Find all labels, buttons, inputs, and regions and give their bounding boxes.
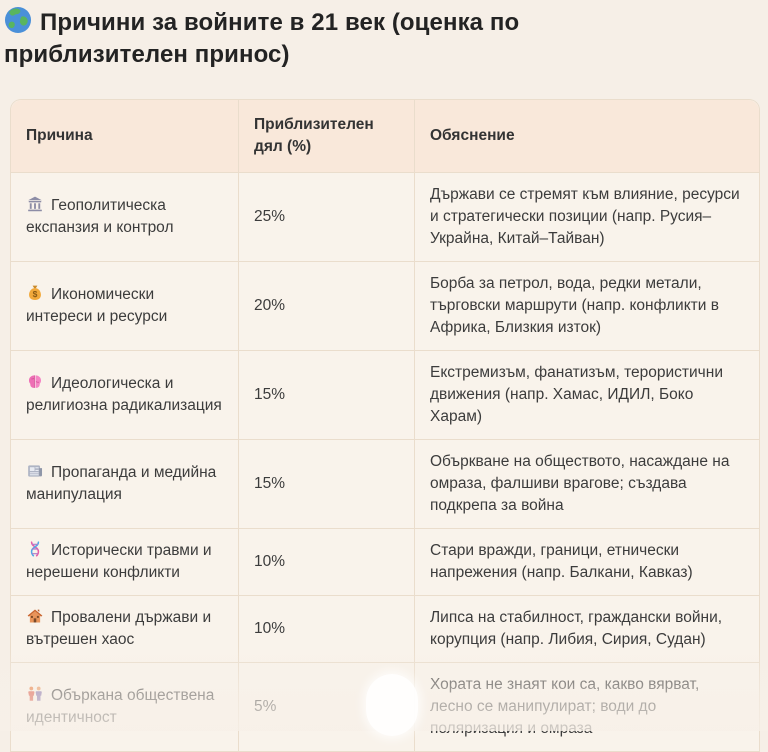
- cause-label: Икономически интереси и ресурси: [26, 286, 168, 325]
- page-title-text: Причини за войните в 21 век (оценка по п…: [4, 9, 520, 68]
- table-row: Провалени държави и вътрешен хаос 10% Ли…: [11, 596, 759, 663]
- table-row: Геополитическа експанзия и контрол 25% Д…: [11, 173, 759, 262]
- causes-table: Причина Приблизителен дял (%) Обяснение …: [10, 99, 760, 752]
- explanation-cell: Стари вражди, граници, етнически напреже…: [414, 529, 759, 596]
- explanation-cell: Борба за петрол, вода, редки метали, тър…: [414, 262, 759, 351]
- globe-icon: [4, 6, 32, 34]
- share-cell: 10%: [238, 529, 414, 596]
- share-cell: 20%: [238, 262, 414, 351]
- cause-label: Провалени държави и вътрешен хаос: [26, 609, 212, 648]
- header-share: Приблизителен дял (%): [238, 100, 414, 173]
- page-title: Причини за войните в 21 век (оценка по п…: [4, 6, 659, 70]
- explanation-cell: Хората не знаят кои са, какво вярват, ле…: [414, 663, 759, 752]
- svg-text:$: $: [33, 289, 38, 299]
- scroll-to-bottom-button[interactable]: [366, 674, 418, 736]
- dna-icon: [26, 540, 44, 558]
- cause-cell: Объркана обществена идентичност: [11, 663, 238, 752]
- classical-building-icon: [26, 195, 44, 213]
- share-cell: 10%: [238, 596, 414, 663]
- cause-cell: Исторически травми и нерешени конфликти: [11, 529, 238, 596]
- share-cell: 15%: [238, 440, 414, 529]
- cause-label: Геополитическа експанзия и контрол: [26, 197, 174, 236]
- cause-label: Идеологическа и религиозна радикализация: [26, 375, 222, 414]
- people-icon: [26, 685, 44, 703]
- cause-cell: Идеологическа и религиозна радикализация: [11, 351, 238, 440]
- explanation-cell: Екстремизъм, фанатизъм, терористични дви…: [414, 351, 759, 440]
- header-explanation: Обяснение: [414, 100, 759, 173]
- cause-cell: Провалени държави и вътрешен хаос: [11, 596, 238, 663]
- table-header: Причина Приблизителен дял (%) Обяснение: [11, 100, 759, 173]
- cause-cell: $ Икономически интереси и ресурси: [11, 262, 238, 351]
- explanation-cell: Объркване на обществото, насаждане на ом…: [414, 440, 759, 529]
- explanation-cell: Държави се стремят към влияние, ресурси …: [414, 173, 759, 262]
- newspaper-icon: [26, 462, 44, 480]
- brain-icon: [26, 373, 44, 391]
- derelict-house-icon: [26, 607, 44, 625]
- table-row: Пропаганда и медийна манипулация 15% Объ…: [11, 440, 759, 529]
- cause-label: Пропаганда и медийна манипулация: [26, 464, 217, 503]
- page: { "title": { "icon": "globe", "text": "П…: [0, 6, 768, 752]
- cause-label: Исторически травми и нерешени конфликти: [26, 542, 212, 581]
- header-cause: Причина: [11, 100, 238, 173]
- cause-label: Объркана обществена идентичност: [26, 687, 215, 726]
- money-bag-icon: $: [26, 284, 44, 302]
- explanation-cell: Липса на стабилност, граждански войни, к…: [414, 596, 759, 663]
- causes-table-container: Причина Приблизителен дял (%) Обяснение …: [10, 99, 760, 752]
- table-row: $ Икономически интереси и ресурси 20% Бор…: [11, 262, 759, 351]
- cause-cell: Геополитическа експанзия и контрол: [11, 173, 238, 262]
- cause-cell: Пропаганда и медийна манипулация: [11, 440, 238, 529]
- table-header-row: Причина Приблизителен дял (%) Обяснение: [11, 100, 759, 173]
- table-body: Геополитическа експанзия и контрол 25% Д…: [11, 173, 759, 752]
- table-row: Исторически травми и нерешени конфликти …: [11, 529, 759, 596]
- share-cell: 25%: [238, 173, 414, 262]
- share-cell: 15%: [238, 351, 414, 440]
- table-row: Идеологическа и религиозна радикализация…: [11, 351, 759, 440]
